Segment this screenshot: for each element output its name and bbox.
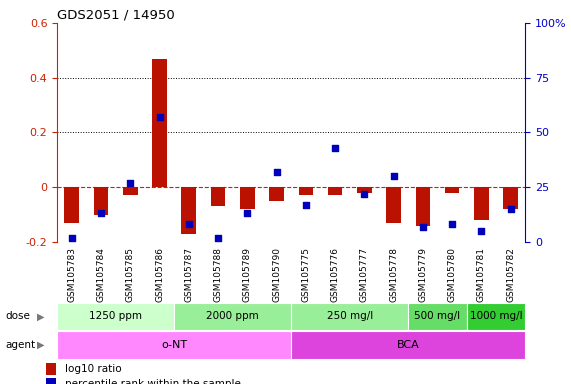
Bar <box>94 187 108 215</box>
Text: GSM105790: GSM105790 <box>272 247 281 302</box>
Text: log10 ratio: log10 ratio <box>65 364 122 374</box>
Text: ▶: ▶ <box>37 311 45 321</box>
Text: percentile rank within the sample: percentile rank within the sample <box>65 379 241 384</box>
Bar <box>240 187 255 209</box>
Text: GSM105788: GSM105788 <box>214 247 223 302</box>
Bar <box>46 379 57 384</box>
Point <box>67 235 77 241</box>
Text: GSM105789: GSM105789 <box>243 247 252 302</box>
Text: GSM105785: GSM105785 <box>126 247 135 302</box>
Bar <box>291 303 408 330</box>
Text: GSM105777: GSM105777 <box>360 247 369 302</box>
Bar <box>504 187 518 209</box>
Point <box>126 180 135 186</box>
Text: 1250 ppm: 1250 ppm <box>89 311 142 321</box>
Point <box>301 202 311 208</box>
Bar <box>57 303 174 330</box>
Text: 2000 ppm: 2000 ppm <box>206 311 259 321</box>
Point <box>96 210 106 217</box>
Text: GSM105784: GSM105784 <box>96 247 106 301</box>
Bar <box>357 187 372 193</box>
Text: o-NT: o-NT <box>161 340 187 350</box>
Text: GSM105778: GSM105778 <box>389 247 398 302</box>
Bar <box>474 187 489 220</box>
Bar <box>467 303 525 330</box>
Point <box>448 221 457 227</box>
Bar <box>211 187 226 206</box>
Bar <box>152 59 167 187</box>
Bar <box>328 187 343 195</box>
Point <box>243 210 252 217</box>
Text: GSM105786: GSM105786 <box>155 247 164 302</box>
Point <box>389 173 398 179</box>
Point <box>506 206 515 212</box>
Text: GSM105783: GSM105783 <box>67 247 77 302</box>
Bar <box>182 187 196 234</box>
Text: BCA: BCA <box>397 340 420 350</box>
Bar <box>416 187 430 225</box>
Text: GSM105780: GSM105780 <box>448 247 457 302</box>
Bar <box>174 303 291 330</box>
Text: GSM105775: GSM105775 <box>301 247 311 302</box>
Point <box>419 223 428 230</box>
Bar <box>65 187 79 223</box>
Bar <box>387 187 401 223</box>
Text: ▶: ▶ <box>37 340 45 350</box>
Text: GDS2051 / 14950: GDS2051 / 14950 <box>57 9 175 22</box>
Text: 250 mg/l: 250 mg/l <box>327 311 373 321</box>
Point <box>360 191 369 197</box>
Bar <box>299 187 313 195</box>
Bar <box>123 187 138 195</box>
Text: 500 mg/l: 500 mg/l <box>415 311 461 321</box>
Point <box>184 221 194 227</box>
Text: dose: dose <box>6 311 31 321</box>
Point <box>477 228 486 234</box>
Text: GSM105776: GSM105776 <box>331 247 340 302</box>
Text: GSM105782: GSM105782 <box>506 247 515 301</box>
Bar <box>291 331 525 359</box>
Point <box>272 169 281 175</box>
Text: 1000 mg/l: 1000 mg/l <box>470 311 522 321</box>
Bar <box>46 363 57 375</box>
Point <box>331 145 340 151</box>
Point <box>214 235 223 241</box>
Text: GSM105787: GSM105787 <box>184 247 194 302</box>
Bar <box>408 303 467 330</box>
Bar <box>270 187 284 201</box>
Bar <box>445 187 460 193</box>
Text: GSM105781: GSM105781 <box>477 247 486 302</box>
Point <box>155 114 164 120</box>
Text: GSM105779: GSM105779 <box>419 247 428 302</box>
Bar <box>57 331 291 359</box>
Text: agent: agent <box>6 340 36 350</box>
